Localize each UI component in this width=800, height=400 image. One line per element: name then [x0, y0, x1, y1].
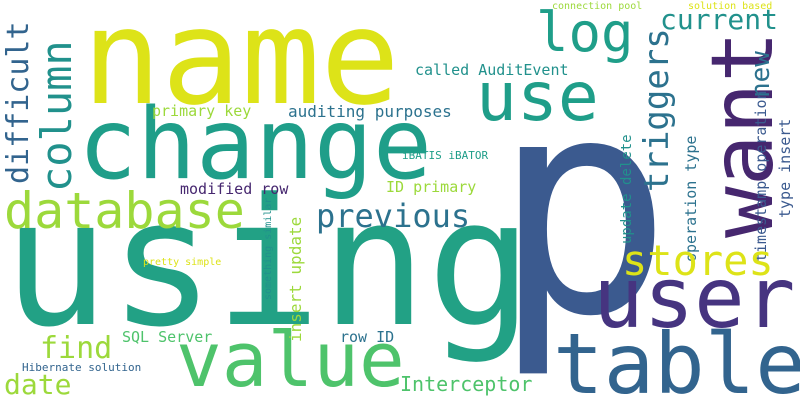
- word-log: log: [536, 1, 634, 64]
- word-current: current: [660, 3, 779, 36]
- word-primary-key: primary key: [152, 102, 252, 120]
- word-column: column: [32, 40, 81, 192]
- word-id-primary: ID primary: [386, 178, 477, 196]
- word-difficult: difficult: [1, 21, 36, 184]
- word-p: p: [492, 33, 673, 382]
- word-insert-update: insert update: [286, 216, 305, 342]
- word-stores: stores: [622, 236, 774, 285]
- word-using: using: [3, 161, 533, 366]
- word-type-insert: type insert: [776, 118, 794, 218]
- word-table: table: [553, 315, 800, 400]
- word-change: change: [78, 88, 433, 202]
- word-solution-based: solution based: [688, 1, 773, 12]
- word-connection-pool: connection pool: [552, 1, 643, 12]
- word-hibernate-solution: Hibernate solution: [22, 361, 142, 374]
- word-value: value: [176, 315, 405, 400]
- word-find: find: [40, 331, 113, 366]
- word-use: use: [476, 58, 599, 137]
- word-interceptor: Interceptor: [400, 372, 533, 396]
- word-ibatis-ibator: iBATIS iBATOR: [402, 149, 489, 162]
- word-something-similar: something similar: [263, 197, 274, 300]
- word-called-auditevent: called AuditEvent: [415, 61, 569, 79]
- word-previous: previous: [316, 197, 471, 235]
- word-modified-row: modified row: [180, 180, 289, 198]
- word-auditing-purposes: auditing purposes: [288, 102, 452, 121]
- word-triggers: triggers: [637, 28, 677, 192]
- word-pretty-simple: pretty simple: [143, 257, 222, 268]
- word-update-delete: update delete: [619, 134, 635, 244]
- word-sql-server: SQL Server: [122, 328, 213, 346]
- word-date: date: [4, 368, 72, 400]
- word-row-id: row ID: [340, 328, 395, 346]
- word-database: database: [4, 182, 245, 240]
- word-name: name: [82, 0, 400, 135]
- word-user: user: [593, 249, 796, 347]
